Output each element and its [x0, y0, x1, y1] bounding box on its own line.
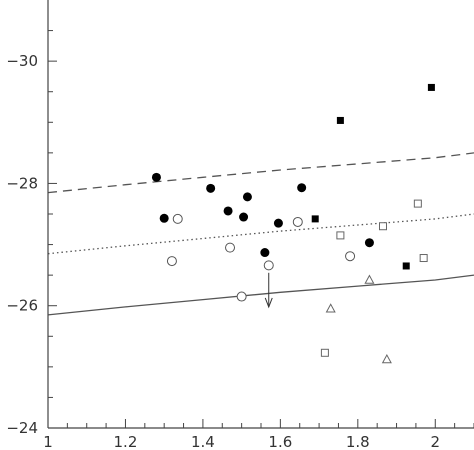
y-tick-label: −28	[6, 174, 38, 192]
open-circle-point	[345, 251, 356, 262]
filled-circle-point	[273, 218, 283, 228]
x-tick-label: 1.6	[268, 433, 292, 450]
open-square-point	[320, 348, 329, 357]
filled-circle-point	[223, 206, 233, 216]
open-circle-point	[172, 213, 183, 224]
y-tick-label: −30	[6, 52, 38, 70]
x-tick-label: 1.8	[346, 433, 370, 450]
open-circle-point	[166, 256, 177, 267]
filled-circle-point	[242, 192, 252, 202]
open-circle-point	[225, 242, 236, 253]
open-square-point	[413, 199, 422, 208]
axis-ticks: 1 1.2 1.4 1.6 1.8 2 −30 −28 −26 −24	[6, 30, 474, 450]
filled-circle-point	[297, 183, 307, 193]
x-tick-label: 1.2	[114, 433, 138, 450]
open-triangle-point	[364, 274, 375, 284]
y-tick-label: −24	[6, 419, 38, 437]
open-square-point	[419, 254, 428, 263]
filled-square-point	[402, 262, 410, 270]
upper-limit-arrowhead	[264, 297, 273, 309]
open-circle-point	[236, 291, 247, 302]
x-tick-label: 1	[43, 433, 53, 450]
open-circle-point	[263, 260, 274, 271]
filled-circle-point	[151, 172, 161, 182]
solid-line	[47, 274, 474, 316]
data-points	[151, 83, 435, 364]
x-tick-label: 1.4	[191, 433, 215, 450]
model-lines	[47, 152, 474, 316]
filled-circle-point	[206, 183, 216, 193]
open-square-point	[378, 222, 387, 231]
filled-square-point	[427, 83, 435, 91]
filled-circle-point	[239, 212, 249, 222]
filled-circle-point	[364, 238, 374, 248]
open-circle-point	[292, 216, 303, 227]
y-tick-label: −26	[6, 297, 38, 315]
dotted-line	[47, 213, 474, 255]
open-triangle-point	[381, 353, 392, 364]
filled-square-point	[311, 215, 319, 223]
filled-circle-point	[260, 248, 270, 258]
axes	[47, 0, 474, 429]
open-triangle-point	[325, 303, 336, 313]
filled-circle-point	[159, 213, 169, 223]
dashed-line	[47, 152, 474, 194]
filled-square-point	[336, 116, 344, 124]
open-square-point	[336, 231, 345, 240]
x-tick-label: 2	[430, 433, 440, 450]
